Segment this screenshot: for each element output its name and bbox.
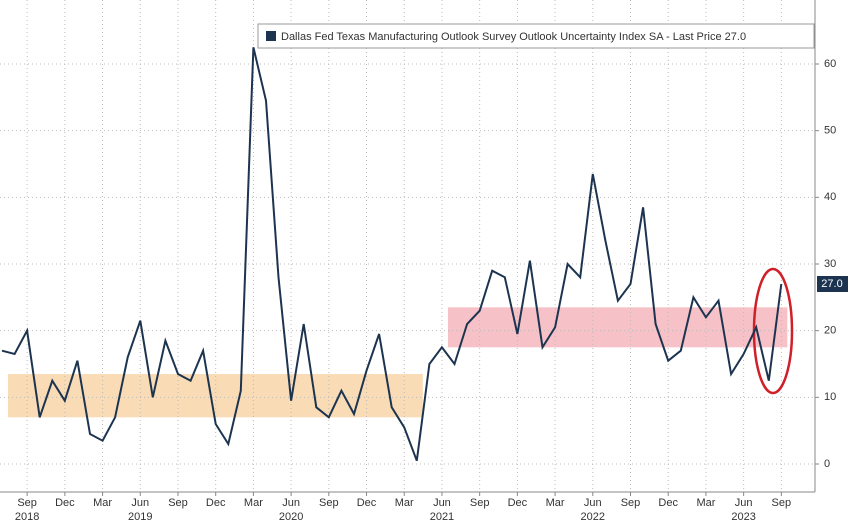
legend-swatch [266, 31, 276, 41]
x-tick-label: Dec [508, 497, 528, 509]
x-year-label: 2023 [731, 511, 755, 522]
x-tick-label: Sep [470, 497, 490, 509]
x-tick-label: Sep [621, 497, 641, 509]
y-tick-label: 30 [824, 258, 836, 270]
x-tick-label: Sep [772, 497, 792, 509]
legend-label: Dallas Fed Texas Manufacturing Outlook S… [281, 31, 746, 43]
x-tick-label: Sep [319, 497, 339, 509]
highlight-band [8, 374, 423, 418]
y-tick-label: 0 [824, 458, 830, 470]
x-tick-label: Dec [658, 497, 678, 509]
legend [257, 23, 815, 49]
x-tick-label: Jun [735, 497, 753, 509]
x-tick-label: Mar [93, 497, 112, 509]
y-tick-label: 60 [824, 58, 836, 70]
y-tick-label: 40 [824, 191, 836, 203]
x-tick-label: Jun [433, 497, 451, 509]
x-tick-label: Sep [168, 497, 188, 509]
x-tick-label: Jun [282, 497, 300, 509]
x-tick-label: Mar [244, 497, 263, 509]
x-tick-label: Dec [206, 497, 226, 509]
x-year-label: 2022 [581, 511, 605, 522]
x-tick-label: Jun [584, 497, 602, 509]
y-tick-label: 10 [824, 391, 836, 403]
x-year-label: 2019 [128, 511, 152, 522]
x-tick-label: Jun [131, 497, 149, 509]
x-year-label: 2021 [430, 511, 454, 522]
x-tick-label: Dec [357, 497, 377, 509]
x-tick-label: Dec [55, 497, 75, 509]
x-tick-label: Sep [17, 497, 37, 509]
x-tick-label: Mar [395, 497, 414, 509]
x-year-label: 2018 [15, 511, 39, 522]
highlight-band [447, 307, 788, 348]
x-year-label: 2020 [279, 511, 303, 522]
y-tick-label: 20 [824, 325, 836, 337]
line [1, 47, 783, 462]
x-tick-label: Mar [546, 497, 565, 509]
last-value-box [817, 276, 848, 292]
x-tick-label: Mar [696, 497, 715, 509]
last-value-label: 27.0 [821, 278, 842, 290]
y-tick-label: 50 [824, 125, 836, 137]
